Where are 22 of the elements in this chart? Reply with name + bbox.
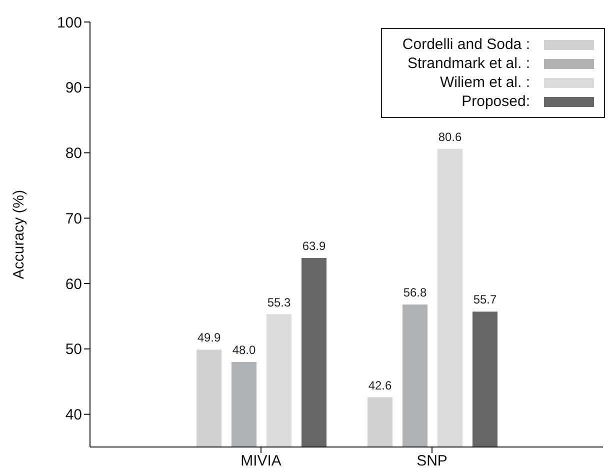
- y-tick-label: 50: [65, 341, 82, 358]
- data-label: 48.0: [232, 343, 256, 357]
- y-tick-label: 80: [65, 145, 82, 162]
- data-label: 49.9: [197, 330, 221, 345]
- legend-label: Wiliem et al. :: [440, 74, 530, 91]
- data-label: 80.6: [438, 130, 462, 144]
- y-axis-title: Accuracy (%): [10, 190, 28, 280]
- legend-label: Cordelli and Soda :: [402, 36, 530, 53]
- data-label: 42.6: [368, 378, 392, 392]
- data-label: 55.7: [473, 292, 497, 307]
- y-tick-label: 100: [56, 14, 82, 32]
- x-tick-label: SNP: [416, 452, 448, 470]
- data-label: 63.9: [302, 239, 326, 254]
- data-label: 55.3: [267, 295, 291, 310]
- y-tick-label: 60: [65, 276, 82, 293]
- x-tick-label: MIVIA: [240, 452, 282, 470]
- y-tick-label: 70: [65, 210, 82, 228]
- y-tick-label: 90: [65, 80, 82, 97]
- y-tick-label: 40: [65, 406, 82, 424]
- legend-label: Proposed:: [462, 93, 530, 110]
- data-label: 56.8: [403, 285, 427, 300]
- legend-label: Strandmark et al. :: [407, 55, 530, 72]
